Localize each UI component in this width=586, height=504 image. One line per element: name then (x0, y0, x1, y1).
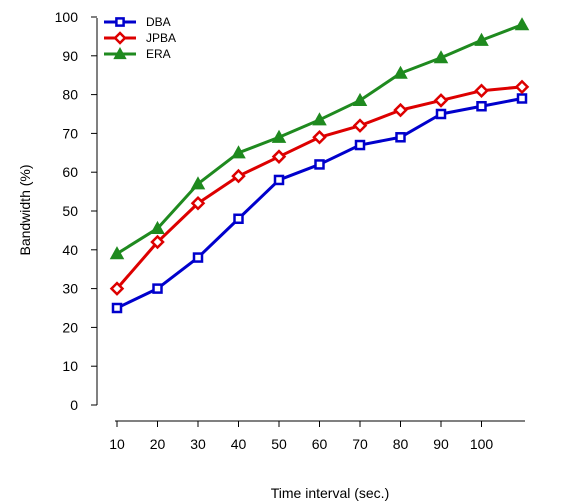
legend: DBA JPBA ERA (104, 15, 176, 61)
x-tick-label: 90 (433, 436, 449, 452)
data-point-jpba (231, 168, 246, 184)
y-tick-label: 20 (62, 319, 78, 335)
legend-label: JPBA (146, 31, 176, 45)
y-tick-label: 10 (62, 358, 78, 374)
data-point-dba (516, 93, 528, 104)
data-point-jpba (433, 93, 449, 108)
data-point-dba (314, 159, 325, 170)
data-point-jpba (474, 83, 489, 98)
legend-marker (113, 31, 127, 45)
data-point-jpba (393, 102, 408, 118)
x-tick-label: 40 (231, 436, 247, 452)
data-point-jpba (514, 79, 530, 95)
y-tick-label: 90 (62, 48, 78, 64)
data-point-jpba (352, 118, 368, 133)
data-point-era (474, 32, 489, 46)
series-layer (109, 17, 530, 314)
data-point-era (231, 145, 246, 159)
data-point-jpba (271, 149, 287, 164)
series-dba (111, 93, 528, 314)
data-point-dba (354, 139, 366, 151)
data-point-jpba (190, 195, 206, 211)
data-point-era (109, 246, 125, 260)
data-point-jpba (312, 130, 327, 145)
data-point-era (433, 50, 449, 64)
data-point-era (312, 112, 327, 126)
series-line-dba (116, 97, 523, 310)
data-point-dba (192, 252, 204, 263)
legend-label: DBA (146, 15, 171, 29)
y-tick-label: 70 (62, 125, 78, 141)
x-tick-label: 10 (109, 436, 125, 452)
legend-marker (113, 47, 127, 60)
series-era (109, 17, 530, 260)
x-tick-label: 100 (470, 436, 494, 452)
y-tick-label: 60 (62, 164, 78, 180)
data-point-era (352, 92, 368, 106)
x-tick-label: 20 (150, 436, 166, 452)
data-point-era (393, 65, 408, 79)
series-jpba (109, 79, 530, 296)
data-point-dba (395, 132, 406, 143)
y-ticks: 0 10 20 30 40 50 60 70 80 90 100 (55, 9, 97, 413)
data-point-dba (273, 174, 285, 186)
data-point-jpba (150, 234, 165, 250)
y-tick-label: 40 (62, 242, 78, 258)
legend-label: ERA (146, 47, 171, 61)
axes: 0 10 20 30 40 50 60 70 80 90 100 10 20 30 40 50 60 70 80 9… (55, 9, 525, 452)
data-point-dba (476, 100, 487, 112)
data-point-dba (111, 302, 123, 314)
data-point-era (514, 17, 530, 31)
data-point-jpba (109, 281, 125, 296)
x-tick-label: 50 (271, 436, 287, 452)
legend-marker (115, 17, 125, 27)
x-tick-label: 30 (190, 436, 206, 452)
data-point-dba (435, 108, 447, 120)
y-tick-label: 50 (62, 203, 78, 219)
y-tick-label: 80 (62, 87, 78, 103)
data-point-era (271, 129, 287, 143)
x-tick-label: 60 (312, 436, 328, 452)
x-tick-label: 70 (352, 436, 368, 452)
y-tick-label: 0 (70, 397, 78, 413)
x-axis-title: Time interval (sec.) (271, 485, 390, 501)
y-tick-label: 30 (62, 281, 78, 297)
data-point-era (150, 220, 165, 235)
y-tick-label: 100 (55, 9, 79, 25)
x-tick-label: 80 (393, 436, 409, 452)
data-point-dba (233, 213, 244, 225)
x-ticks: 10 20 30 40 50 60 70 80 90 100 (109, 421, 493, 452)
data-point-era (190, 176, 206, 190)
data-point-dba (152, 283, 163, 294)
y-axis-title: Bandwidth (%) (17, 164, 33, 255)
